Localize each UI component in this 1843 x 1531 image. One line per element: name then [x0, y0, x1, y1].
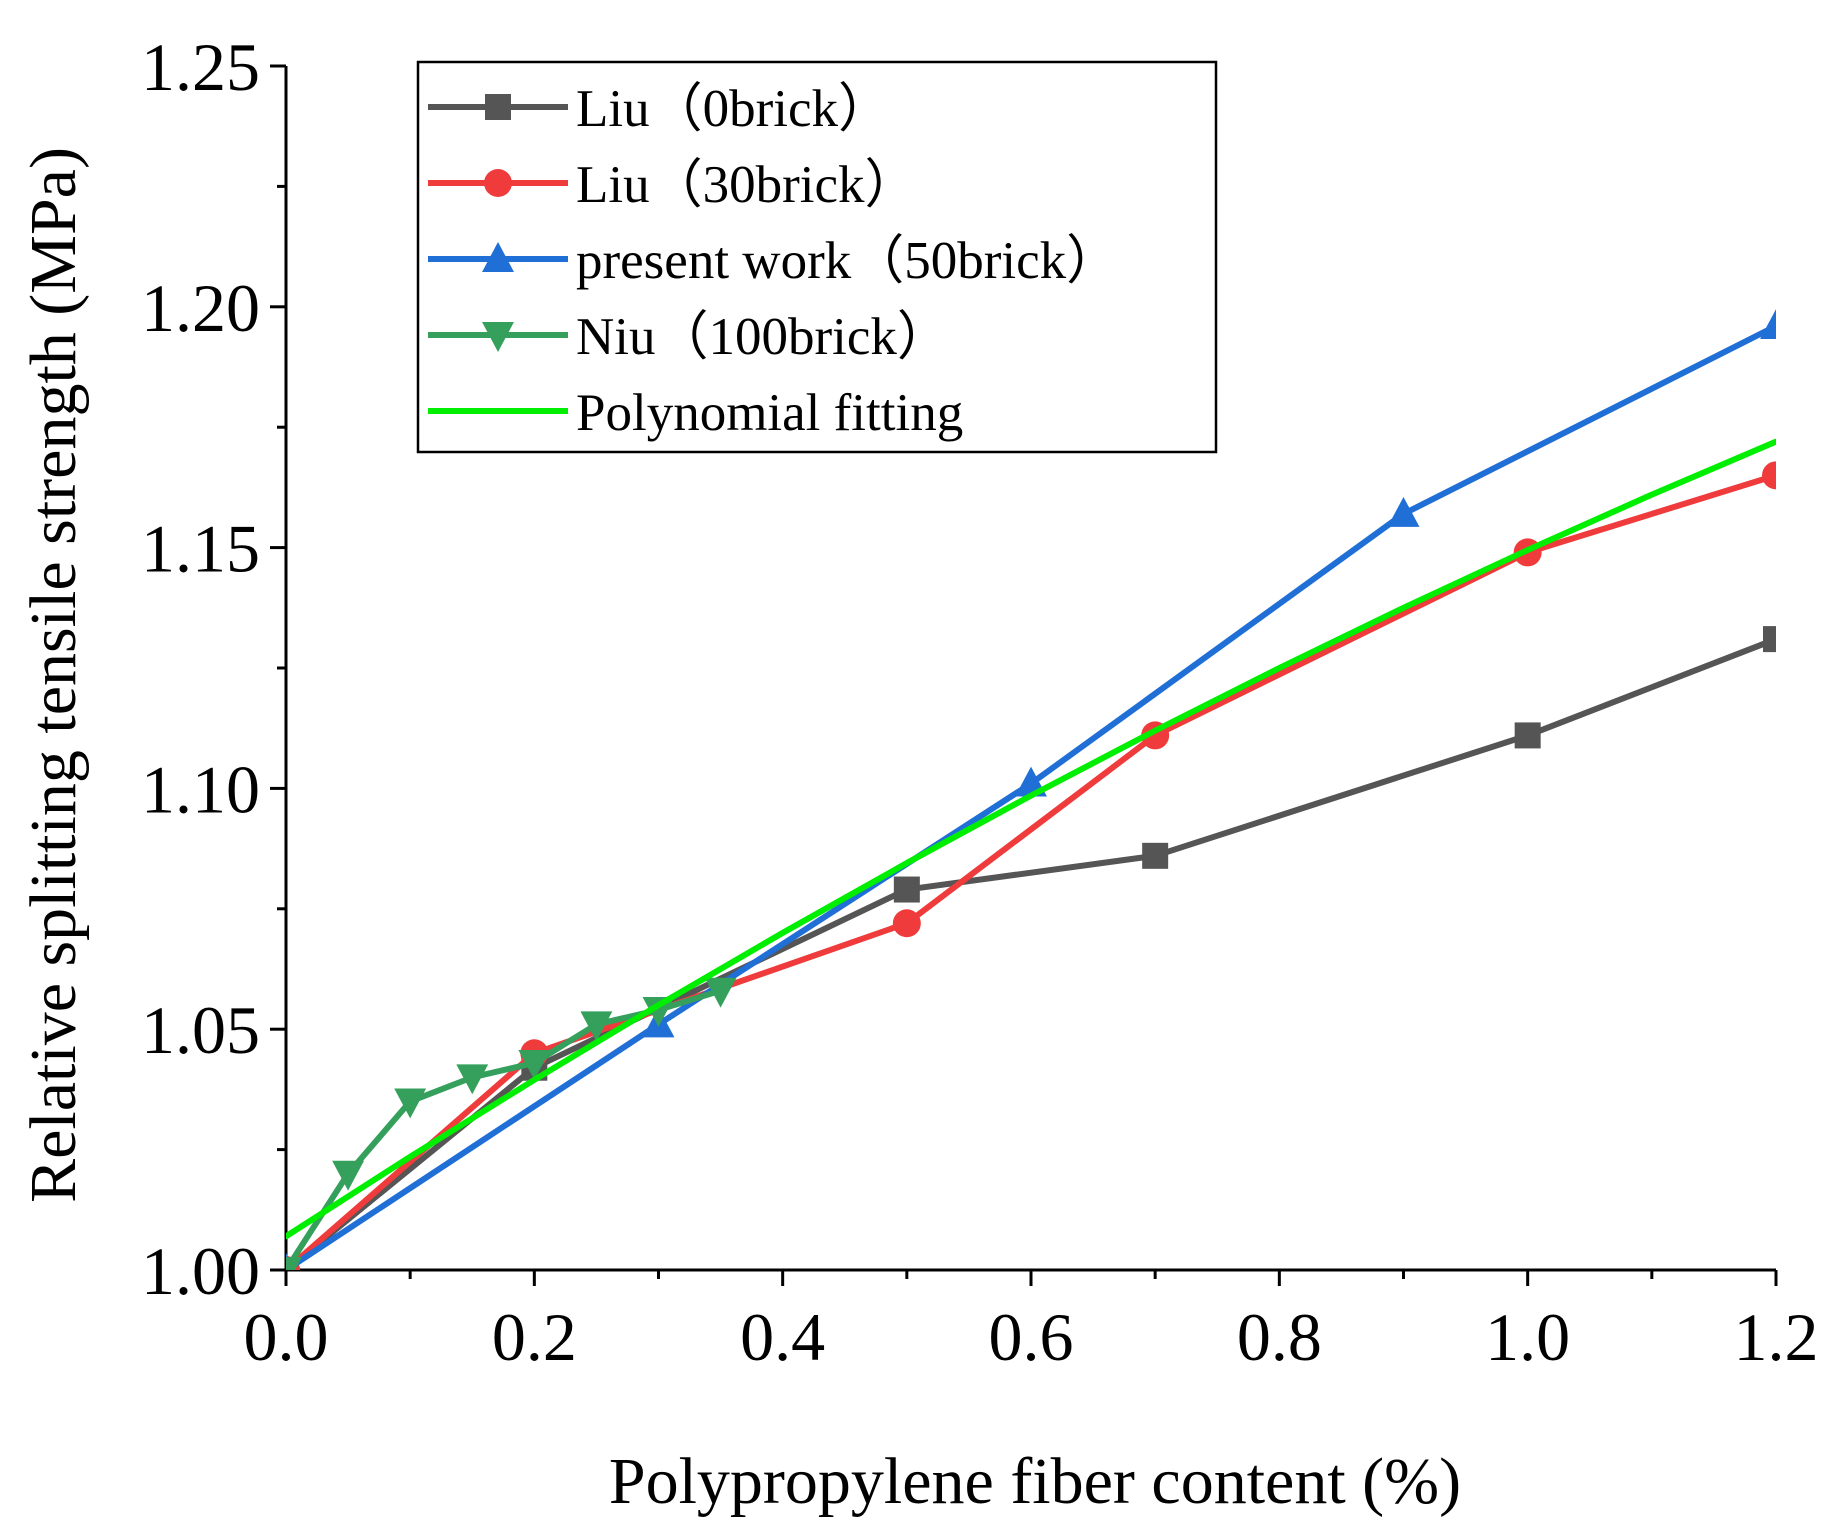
y-tick-label: 1.00 — [141, 1233, 260, 1309]
legend-swatch-marker — [484, 169, 512, 197]
y-tick-label: 1.15 — [141, 511, 260, 587]
data-point — [286, 1257, 302, 1270]
legend-item: Liu（0brick） — [428, 80, 891, 138]
series-line — [286, 472, 1776, 1270]
data-point — [456, 1064, 489, 1095]
series-layer — [286, 309, 1776, 1270]
legend-item: Niu（100brick） — [428, 308, 950, 366]
series-4 — [286, 438, 1776, 1240]
data-point — [642, 996, 675, 1027]
data-point — [580, 1011, 613, 1042]
data-point — [1763, 626, 1776, 653]
series-line — [286, 438, 1776, 1240]
data-point — [892, 909, 921, 938]
y-tick-label: 1.20 — [141, 270, 260, 346]
legend-label: Polynomial fitting — [576, 384, 963, 442]
data-point — [1762, 461, 1776, 490]
x-axis-title: Polypropylene fiber content (%) — [609, 1445, 1461, 1518]
x-tick-label: 1.2 — [1734, 1299, 1819, 1375]
legend-label: present work（50brick） — [576, 232, 1119, 290]
legend-label: Liu（0brick） — [576, 80, 891, 138]
data-point — [893, 876, 920, 903]
series-line — [286, 636, 1776, 1270]
data-point — [704, 977, 737, 1008]
data-point — [1142, 842, 1169, 869]
data-point — [1514, 722, 1541, 749]
legend-item: Polynomial fitting — [428, 384, 963, 442]
y-tick-label: 1.10 — [141, 751, 260, 827]
legend-label: Niu（100brick） — [576, 308, 950, 366]
y-tick-label: 1.25 — [141, 29, 260, 105]
x-tick-label: 0.2 — [492, 1299, 577, 1375]
axes: 0.0 0.2 0.4 0.6 0.8 1.0 1.2 1.00 1.05 1.10 1.15 1.2… — [141, 29, 1819, 1375]
y-axis-title: Relative splitting tensile strength (MPa… — [17, 147, 90, 1203]
data-point — [394, 1088, 427, 1119]
y-tick-label: 1.05 — [141, 992, 260, 1068]
series-0 — [286, 626, 1776, 1270]
x-tick-label: 1.0 — [1485, 1299, 1570, 1375]
legend-swatch-marker — [482, 242, 514, 272]
x-tick-label: 0.4 — [740, 1299, 825, 1375]
x-tick-label: 0.8 — [1237, 1299, 1322, 1375]
data-point — [1387, 496, 1420, 527]
legend-item: present work（50brick） — [428, 232, 1119, 290]
data-point — [518, 1049, 551, 1080]
legend-swatch-marker — [482, 322, 514, 352]
x-tick-label: 0.0 — [244, 1299, 329, 1375]
data-point — [332, 1160, 365, 1191]
data-point — [1760, 309, 1776, 340]
legend-swatch-marker — [485, 94, 511, 120]
legend-label: Liu（30brick） — [576, 156, 918, 214]
legend-item: Liu（30brick） — [428, 156, 918, 214]
x-tick-label: 0.6 — [989, 1299, 1074, 1375]
legend: Liu（0brick） Liu（30brick） present work（50br… — [416, 60, 1218, 454]
